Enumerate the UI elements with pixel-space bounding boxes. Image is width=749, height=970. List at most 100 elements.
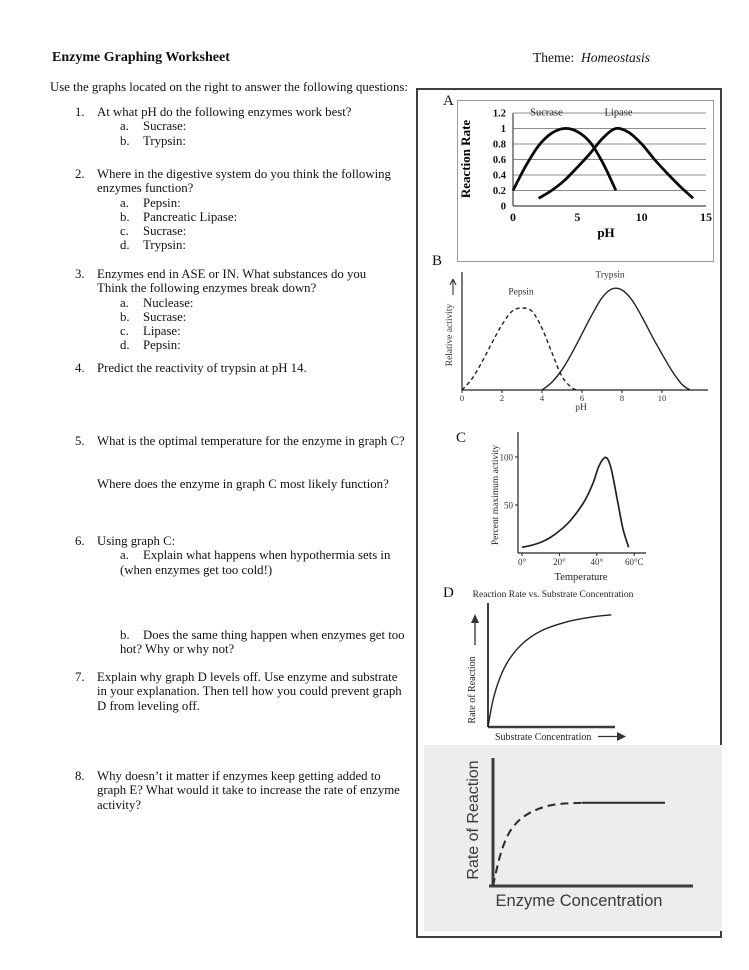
y-tick-label: 0.4 xyxy=(493,171,507,182)
chart-c-xlabel: Temperature xyxy=(555,572,608,583)
question-block-2: 2. Where in the digestive system do you t… xyxy=(75,167,423,253)
y-tick-label: 50 xyxy=(504,500,514,510)
graph-label-d: D xyxy=(443,585,454,601)
sub-label: b. xyxy=(120,309,130,324)
chart-c-ylabel: Percent maximum activity xyxy=(491,445,501,546)
x-tick-label: 20° xyxy=(553,557,566,567)
theme-label: Theme: xyxy=(533,50,575,65)
question-number: 5. xyxy=(75,434,85,448)
sub-label: a. xyxy=(120,119,129,134)
sub-label: d. xyxy=(120,338,130,353)
question-text: Enzymes end in ASE or IN. What substance… xyxy=(97,267,367,296)
question-block-6: 6. Using graph C: a. Explain what happens … xyxy=(75,534,423,577)
sub-item: a. Sucrase: xyxy=(120,119,423,133)
theme: Theme: Homeostasis xyxy=(533,50,650,66)
series-trypsin xyxy=(541,287,691,391)
sub-label: d. xyxy=(120,238,130,253)
chart-b-pepsin-trypsin: 0 2 4 6 8 10 Pepsin Trypsin Relative activity p… xyxy=(445,271,708,413)
chart-c-temperature-activity: 50 100 0° 20° 40° 60°C Percent maximum activi… xyxy=(491,432,646,583)
x-tick-label: 15 xyxy=(700,210,712,224)
question-block-6b: b. Does the same thing happen when enzyme… xyxy=(75,628,423,657)
question-block-5: 5. What is the optimal temperature for th… xyxy=(75,434,423,448)
sub-label: a. xyxy=(120,295,129,310)
chart-d-title: Reaction Rate vs. Substrate Concentratio… xyxy=(473,590,634,600)
series-sucrase xyxy=(511,127,618,192)
question-block-3: 3. Enzymes end in ASE or IN. What substan… xyxy=(75,267,423,353)
x-tick-label: 0° xyxy=(518,557,527,567)
chart-b-xlabel: pH xyxy=(575,403,587,413)
sub-list: a. Explain what happens when hypothermia … xyxy=(120,548,423,577)
graph-label-b: B xyxy=(432,253,443,269)
theme-value: Homeostasis xyxy=(580,50,650,65)
question-number: 2. xyxy=(75,167,85,181)
question-number xyxy=(75,477,97,491)
x-tick-label: 10 xyxy=(658,393,667,403)
intro-text: Use the graphs located on the right to a… xyxy=(50,80,408,94)
x-tick-label: 60°C xyxy=(625,557,644,567)
chart-a-ylabel: Reaction Rate xyxy=(458,120,473,199)
x-tick-label: 2 xyxy=(500,393,504,403)
chart-e-enzyme-concentration: Rate of Reaction Enzyme Concentration xyxy=(424,745,722,931)
series-label: Sucrase xyxy=(530,108,563,119)
chart-e-ylabel: Rate of Reaction xyxy=(465,760,482,879)
question-text: Explain why graph D levels off. Use enzy… xyxy=(97,670,402,713)
up-arrow-icon xyxy=(449,278,457,295)
sub-list: b. Does the same thing happen when enzyme… xyxy=(120,628,423,657)
y-tick-label: 1.2 xyxy=(493,109,506,120)
question-text: What is the optimal temperature for the … xyxy=(97,434,405,448)
y-tick-label: 0 xyxy=(501,202,506,213)
question-number: 6. xyxy=(75,534,85,548)
question-text: Where in the digestive system do you thi… xyxy=(97,167,391,196)
sub-text: Sucrase: xyxy=(143,119,187,134)
sub-item: b. Trypsin: xyxy=(120,134,423,148)
question-text: Why doesn’t it matter if enzymes keep ge… xyxy=(97,769,400,812)
question-number: 8. xyxy=(75,769,85,783)
y-tick-label: 0.2 xyxy=(493,186,506,197)
question-block-1: 1. At what pH do the following enzymes wo… xyxy=(75,105,423,148)
series-lipase xyxy=(537,126,695,200)
y-tick-label: 100 xyxy=(500,452,514,462)
series-label: Lipase xyxy=(605,108,633,119)
x-tick-label: 6 xyxy=(580,393,584,403)
x-tick-label: 4 xyxy=(540,393,545,403)
y-tick-label: 0.6 xyxy=(493,155,506,166)
sub-text: Does the same thing happen when enzymes … xyxy=(120,628,405,657)
sub-list: a. Sucrase: b. Trypsin: xyxy=(120,119,423,148)
sub-label: b. xyxy=(120,209,130,224)
sub-text: Pancreatic Lipase: xyxy=(143,209,238,224)
sub-item: d. Pepsin: xyxy=(120,338,423,352)
sub-item: a. Explain what happens when hypothermia … xyxy=(120,548,423,577)
chart-d-xlabel: Substrate Concentration xyxy=(495,732,591,743)
sub-label: c. xyxy=(120,324,129,339)
series-label: Pepsin xyxy=(508,287,534,297)
series-label: Trypsin xyxy=(595,271,624,281)
chart-b-ylabel: Relative activity xyxy=(445,303,455,366)
right-arrow-head-icon xyxy=(617,732,626,741)
sub-list: a. Pepsin: b. Pancreatic Lipase: c. Sucrase… xyxy=(120,196,423,253)
sub-text: Sucrase: xyxy=(143,309,187,324)
chart-a-ph-reaction-rate: 0 0.2 0.4 0.6 0.8 1 1.2 0 5 10 15 Sucrase Lipase Rea… xyxy=(457,100,714,262)
sub-label: a. xyxy=(120,195,129,210)
sub-item: c. Sucrase: xyxy=(120,224,423,238)
sub-label: c. xyxy=(120,224,129,239)
question-text: Using graph C: xyxy=(97,534,176,548)
chart-e-xlabel: Enzyme Concentration xyxy=(496,892,663,910)
x-tick-label: 8 xyxy=(620,393,624,403)
sub-text: Nuclease: xyxy=(143,295,194,310)
question-number: 3. xyxy=(75,267,85,281)
up-arrow-head-icon xyxy=(471,614,479,623)
question-block-8: 8. Why doesn’t it matter if enzymes keep … xyxy=(75,769,423,812)
sub-text: Lipase: xyxy=(143,324,181,339)
x-tick-label: 40° xyxy=(591,557,604,567)
sub-item: c. Lipase: xyxy=(120,324,423,338)
graph-label-c: C xyxy=(456,430,467,446)
x-tick-label: 5 xyxy=(574,210,580,224)
sub-text: Pepsin: xyxy=(143,338,181,353)
sub-list: a. Nuclease: b. Sucrase: c. Lipase: d. Pepsi… xyxy=(120,296,423,353)
sub-item: d. Trypsin: xyxy=(120,238,423,252)
question-text: Predict the reactivity of trypsin at pH … xyxy=(97,361,307,375)
question-block-4: 4. Predict the reactivity of trypsin at p… xyxy=(75,361,423,375)
sub-text: Trypsin: xyxy=(143,133,186,148)
sub-label: b. xyxy=(120,628,130,642)
